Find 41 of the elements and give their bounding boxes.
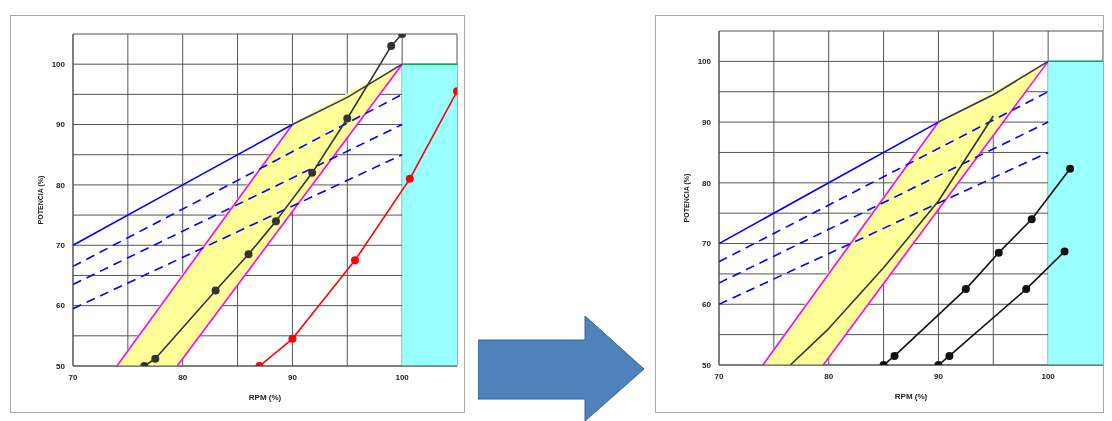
point: [387, 42, 396, 51]
y-tick-label: 80: [702, 178, 712, 188]
x-axis-title: RPM (%): [248, 393, 282, 402]
x-tick-label: 70: [68, 372, 78, 382]
x-tick-label: 80: [178, 372, 188, 382]
point: [1022, 285, 1031, 294]
y-tick-label: 50: [56, 361, 66, 371]
x-tick-label: 70: [714, 371, 724, 381]
x-axis-title: RPM (%): [894, 392, 928, 401]
point: [211, 286, 220, 295]
x-tick-label: 100: [395, 372, 410, 382]
y-tick-label: 100: [51, 60, 66, 70]
x-tick-label: 90: [287, 372, 298, 382]
y-tick-label: 50: [702, 360, 712, 370]
point: [151, 354, 160, 363]
y-tick-label: 60: [702, 300, 712, 310]
line-series: [789, 115, 995, 365]
point: [1066, 164, 1075, 173]
x-tick-label: 90: [933, 371, 944, 381]
x-tick-label: 100: [1041, 371, 1056, 381]
y-tick-label: 90: [702, 117, 712, 127]
y-tick-label: 60: [56, 301, 66, 311]
y-tick-label: 70: [56, 241, 66, 251]
point: [271, 217, 280, 226]
y-tick-label: 90: [56, 120, 66, 130]
y-tick-label: 80: [56, 180, 66, 190]
point: [1027, 215, 1036, 224]
point: [1060, 247, 1069, 256]
point: [244, 250, 253, 259]
point: [890, 351, 899, 360]
point: [961, 285, 970, 294]
y-tick-label: 100: [697, 57, 712, 67]
point: [308, 168, 317, 177]
x-tick-label: 80: [824, 371, 834, 381]
point: [350, 256, 359, 265]
point: [945, 351, 954, 360]
point: [343, 114, 352, 123]
point: [288, 334, 297, 343]
point: [994, 248, 1003, 257]
y-tick-label: 70: [702, 239, 712, 249]
point: [405, 174, 414, 183]
